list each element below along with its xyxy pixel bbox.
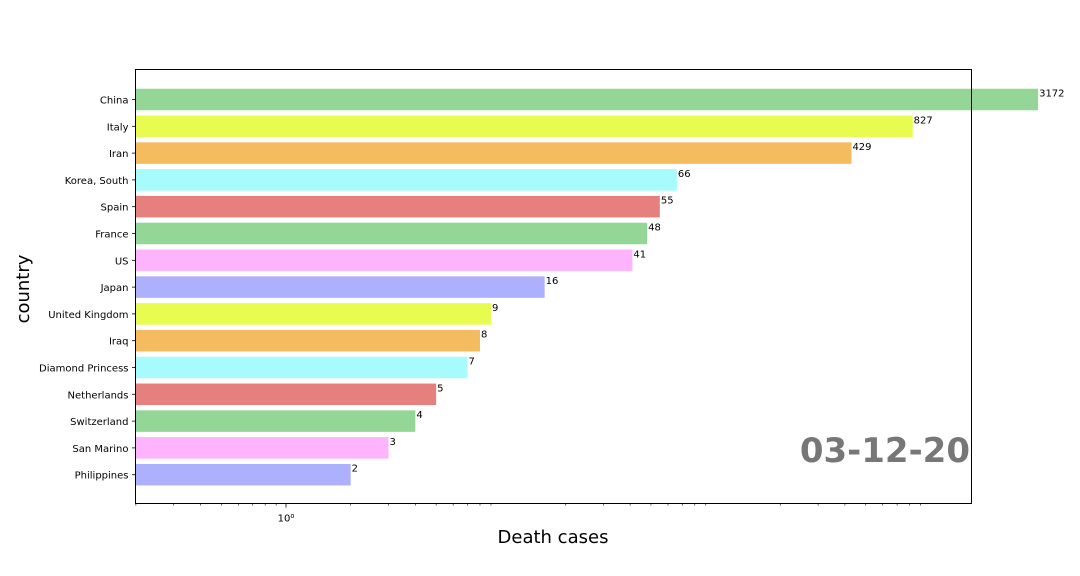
value-label-6: 41 [633,249,646,260]
y-tick-label-12: Switzerland [70,417,128,428]
bar-4 [135,195,660,218]
bar-5 [135,222,648,245]
y-tick-label-10: Diamond Princess [39,364,128,375]
bar-3 [135,169,677,191]
y-tick-label-5: France [95,230,128,241]
bar-13 [135,437,389,459]
value-label-3: 66 [678,169,691,180]
y-tick-label-9: Iraq [109,337,129,348]
bar-1 [135,115,913,138]
value-labels-layer: 3172 827 429 66 55 48 41 16 9 8 7 5 4 3 2 [352,89,1065,475]
y-tick-label-2: Iran [109,149,129,160]
bar-9 [135,329,480,352]
y-tick-label-14: Philippines [75,471,129,482]
value-label-9: 8 [481,330,487,341]
y-tick-label-8: United Kingdom [48,310,128,321]
value-label-8: 9 [492,303,498,314]
bar-12 [135,410,416,432]
value-label-0: 3172 [1039,89,1064,100]
value-label-12: 4 [416,410,422,421]
y-tick-label-7: Japan [100,283,129,294]
value-label-13: 3 [389,437,395,448]
value-label-1: 827 [914,115,933,126]
bars-layer [135,88,1039,486]
y-tick-label-3: Korea, South [65,176,129,187]
y-tick-label-11: Netherlands [68,390,129,401]
y-axis-ticks: China Italy Iran Korea, South Spain France US J… [39,96,136,482]
value-label-11: 5 [437,383,443,394]
y-axis-title: country [13,254,34,323]
y-tick-label-6: US [115,256,129,267]
bar-10 [135,356,468,379]
x-axis-title: Death cases [498,527,609,548]
value-label-4: 55 [661,196,674,207]
value-label-5: 48 [648,223,661,234]
plot-frame [135,69,972,504]
bar-11 [135,383,437,406]
bar-14 [135,463,351,486]
x-axis-ticks: 10⁰ [135,503,921,525]
y-tick-label-13: San Marino [72,444,128,455]
y-tick-label-0: China [100,96,129,107]
date-annotation: 03-12-20 [800,431,970,471]
bar-2 [135,142,852,164]
value-label-7: 16 [546,276,559,287]
y-tick-label-1: Italy [107,122,129,133]
value-label-2: 429 [852,142,871,153]
bar-6 [135,249,633,272]
x-tick-label: 10⁰ [278,514,295,525]
bar-8 [135,303,491,325]
bar-0 [135,88,1039,111]
bar-7 [135,276,545,298]
value-label-14: 2 [352,464,358,475]
y-tick-label-4: Spain [101,203,129,214]
value-label-10: 7 [469,357,475,368]
